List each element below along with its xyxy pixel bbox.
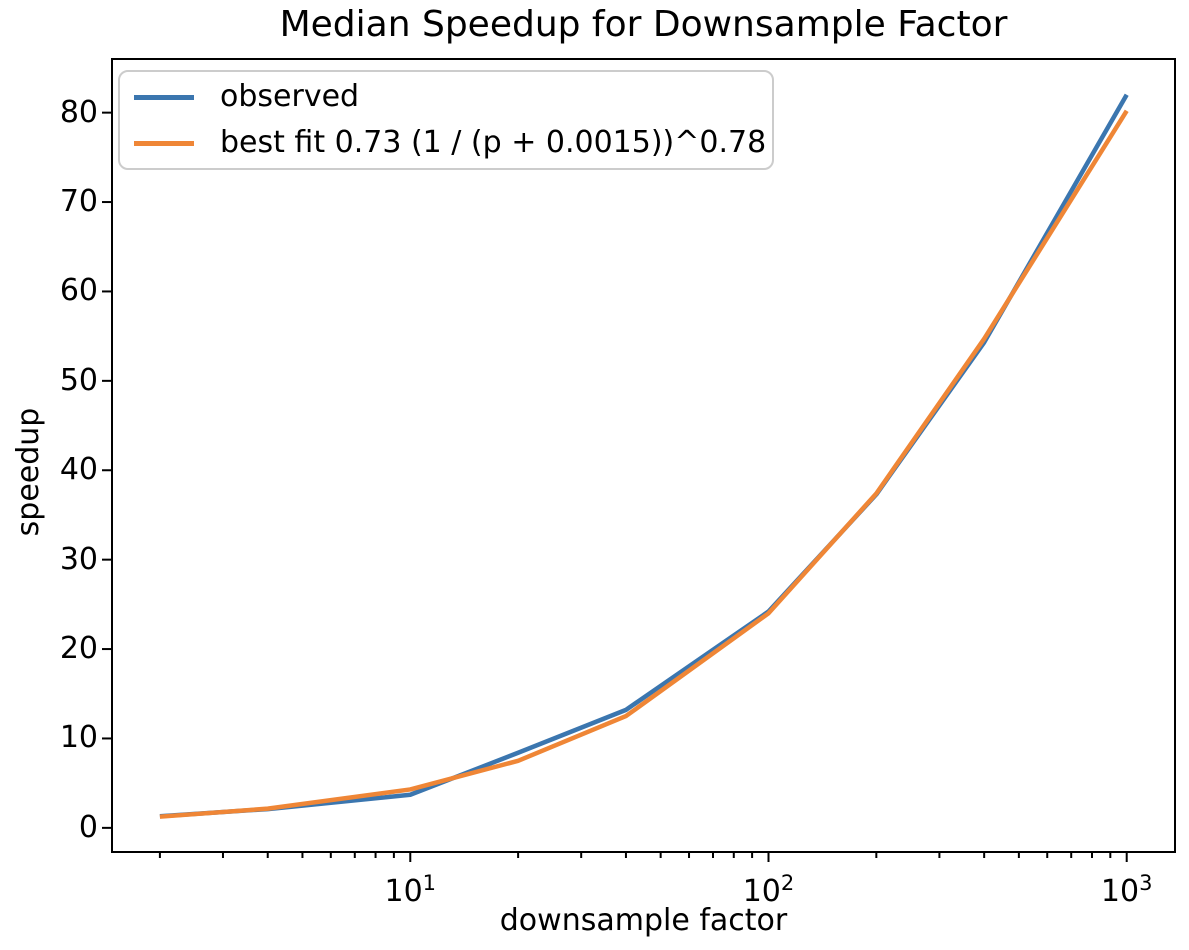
y-tick-label: 60 <box>59 273 98 309</box>
best-fit-line-swatch <box>134 140 194 146</box>
x-tick-label: 101 <box>384 871 437 909</box>
legend-label: observed <box>220 79 360 114</box>
plot-border <box>111 58 1176 853</box>
x-axis-label: downsample factor <box>499 903 788 938</box>
best-fit-line <box>159 109 1129 819</box>
y-tick-label: 30 <box>59 541 98 577</box>
legend-box: observed best fit 0.73 (1 / (p + 0.0015)… <box>118 70 774 170</box>
x-tick-label: 103 <box>1100 871 1153 909</box>
y-tick-label: 40 <box>59 452 98 488</box>
y-tick-label: 50 <box>59 362 98 398</box>
legend-item-observed: observed <box>134 74 758 120</box>
y-tick-label: 0 <box>78 809 98 845</box>
chart-title: Median Speedup for Downsample Factor <box>279 4 1008 45</box>
observed-line <box>159 93 1129 819</box>
y-tick-label: 10 <box>59 720 98 756</box>
legend-item-best-fit: best fit 0.73 (1 / (p + 0.0015))^0.78 <box>134 120 766 166</box>
y-tick-label: 80 <box>59 94 98 130</box>
y-tick-label: 70 <box>59 184 98 220</box>
observed-line-swatch <box>134 94 194 100</box>
y-tick-label: 20 <box>59 631 98 667</box>
legend-label: best fit 0.73 (1 / (p + 0.0015))^0.78 <box>220 125 767 160</box>
x-tick-label: 102 <box>742 871 795 909</box>
